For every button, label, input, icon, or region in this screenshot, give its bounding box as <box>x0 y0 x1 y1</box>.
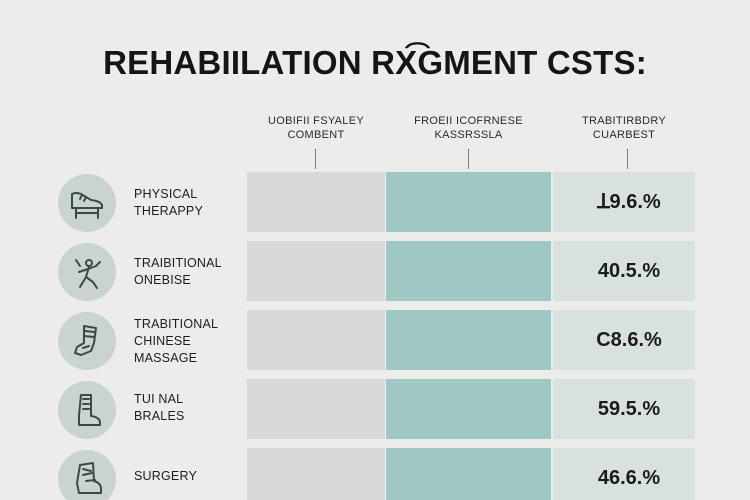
row-value: 40.5.% <box>597 260 661 282</box>
column-header-2-line-1: FROEII ICOFRNESE <box>414 115 523 127</box>
row-value: C8.6.% <box>596 329 662 351</box>
table-cell-col3 <box>553 310 695 370</box>
row-label-surgery: SURGERY <box>134 468 197 485</box>
row-label-traibitional-onebise: TRAIBITIONAL ONEBISE <box>134 255 222 289</box>
row-value: 46.6.% <box>597 467 661 489</box>
column-3-tick <box>627 149 628 169</box>
column-header-1-line-1: UOBIFII FSYALEY <box>268 115 364 127</box>
row-label-line: ONEBISE <box>134 273 191 287</box>
ankle-boot-icon <box>58 450 116 500</box>
table-cell-col3 <box>553 448 695 500</box>
column-2-tick <box>468 149 469 169</box>
row-label-physical-therapy: PHYSICAL THERAPPY <box>134 186 203 220</box>
table-row: TRABITIONAL CHINESE MASSAGE C8.6.% <box>0 310 750 370</box>
table-cell-col2 <box>386 448 551 500</box>
shoe-icon <box>58 174 116 232</box>
row-value: ꓕ9.6.% <box>597 191 661 213</box>
row-label-trabitional-chinese-massage: TRABITIONAL CHINESE MASSAGE <box>134 316 218 367</box>
table-cell-col2 <box>386 172 551 232</box>
row-label-tui-nal-brales: TUI NAL BRALES <box>134 391 185 425</box>
table-cell-col2 <box>386 310 551 370</box>
column-header-3-line-1: TRABITIRBDRY <box>581 115 667 127</box>
person-walking-icon <box>58 243 116 301</box>
column-header-1: UOBIFII FSYALEY COMBENT <box>247 114 385 142</box>
table-cell-col1 <box>247 172 385 232</box>
table-cell-col3 <box>553 379 695 439</box>
column-header-2: FROEII ICOFRNESE KASSRSSLA <box>386 114 551 142</box>
table-cell-col1 <box>247 241 385 301</box>
column-header-3: TRABITIRBDRY CUARBEST <box>553 114 695 142</box>
table-row: PHYSICAL THERAPPY ꓕ9.6.% <box>0 172 750 232</box>
table-cell-col3 <box>553 241 695 301</box>
table-cell-col1 <box>247 448 385 500</box>
row-label-line: SURGERY <box>134 469 197 483</box>
table-cell-col3 <box>553 172 695 232</box>
table-cell-col2 <box>386 241 551 301</box>
column-header-2-line-2: KASSRSSLA <box>434 129 503 141</box>
row-label-line: PHYSICAL <box>134 187 198 201</box>
table-row: TRAIBITIONAL ONEBISE 40.5.% <box>0 241 750 301</box>
boot-icon <box>58 381 116 439</box>
row-label-line: TUI NAL <box>134 392 184 406</box>
table-cell-col2 <box>386 379 551 439</box>
row-label-line: THERAPPY <box>134 204 203 218</box>
table-cell-col1 <box>247 310 385 370</box>
column-header-1-line-2: COMBENT <box>287 129 345 141</box>
row-label-line: TRABITIONAL <box>134 317 219 331</box>
chart-title: REHABIILATION RX͡GMENT CSTS: <box>103 44 647 81</box>
row-label-line: MASSAGE <box>134 351 198 365</box>
brace-icon <box>58 312 116 370</box>
column-1-tick <box>315 149 316 169</box>
row-label-line: BRALES <box>134 409 185 423</box>
row-label-line: TRAIBITIONAL <box>134 256 222 270</box>
column-header-3-line-2: CUARBEST <box>592 129 656 141</box>
table-row: TUI NAL BRALES 59.5.% <box>0 379 750 439</box>
row-label-line: CHINESE <box>134 334 191 348</box>
row-value: 59.5.% <box>597 398 661 420</box>
table-cell-col1 <box>247 379 385 439</box>
table-row: SURGERY 46.6.% <box>0 448 750 500</box>
